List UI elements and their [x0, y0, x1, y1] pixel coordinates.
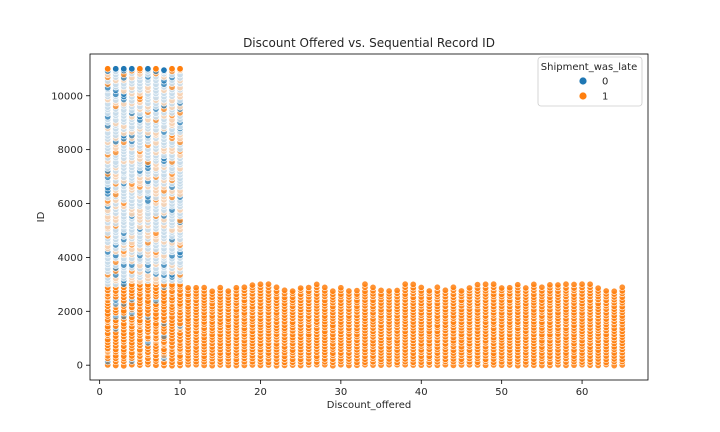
y-tick-label: 10000: [51, 91, 83, 102]
point-series-1: [200, 284, 208, 292]
legend-box: [537, 56, 643, 107]
point-series-1: [224, 287, 232, 295]
point-series-1: [522, 284, 530, 292]
point-series-1: [353, 287, 361, 295]
point-series-1: [602, 287, 610, 295]
point-series-1: [184, 284, 192, 292]
x-tick-label: 20: [254, 387, 267, 398]
x-tick-label: 0: [96, 387, 102, 398]
point-series-1: [289, 287, 297, 295]
point-series-1: [361, 280, 369, 288]
point-series-1: [385, 287, 393, 295]
point-series-1: [514, 281, 522, 289]
data-points: [104, 65, 626, 370]
point-series-1: [498, 284, 506, 292]
point-series-1: [136, 65, 144, 73]
legend-label-0: 0: [602, 77, 608, 88]
x-tick-label: 30: [334, 387, 347, 398]
point-series-1: [192, 284, 200, 292]
point-series-1: [546, 281, 554, 289]
x-axis-label: Discount_offered: [327, 400, 411, 411]
point-series-1: [441, 286, 449, 294]
point-series-1: [152, 65, 160, 73]
point-series-1: [321, 283, 329, 291]
x-tick-label: 60: [576, 387, 589, 398]
point-series-1: [409, 280, 417, 288]
legend: Shipment_was_late 0 1: [537, 56, 643, 107]
point-series-1: [393, 287, 401, 295]
legend-label-1: 1: [602, 92, 608, 103]
legend-marker-0: [578, 76, 588, 86]
point-series-0: [128, 65, 136, 73]
point-series-0: [160, 66, 168, 74]
point-series-1: [530, 280, 538, 288]
y-axis-label: ID: [36, 211, 47, 222]
point-series-1: [104, 65, 112, 73]
point-series-1: [377, 286, 385, 294]
point-series-1: [490, 280, 498, 288]
point-series-1: [369, 283, 377, 291]
point-series-1: [273, 283, 281, 291]
x-tick-label: 50: [495, 387, 508, 398]
point-series-1: [562, 280, 570, 288]
point-series-1: [176, 65, 184, 73]
point-series-1: [208, 287, 216, 295]
point-series-1: [506, 284, 514, 292]
point-series-1: [281, 286, 289, 294]
point-series-1: [482, 280, 490, 288]
point-series-1: [474, 281, 482, 289]
point-series-1: [433, 283, 441, 291]
point-series-1: [313, 280, 321, 288]
point-series-1: [570, 280, 578, 288]
point-series-1: [610, 287, 618, 295]
point-series-1: [232, 284, 240, 292]
y-tick-label: 8000: [58, 145, 83, 156]
point-series-1: [345, 287, 353, 295]
x-tick-label: 40: [415, 387, 428, 398]
point-series-1: [457, 287, 465, 295]
x-axis-ticks: 0 10 20 30 40 50 60: [96, 380, 588, 398]
y-tick-label: 4000: [58, 253, 83, 264]
legend-title: Shipment_was_late: [541, 62, 637, 73]
point-series-1: [329, 287, 337, 295]
point-series-1: [618, 283, 626, 291]
chart-title: Discount Offered vs. Sequential Record I…: [243, 36, 495, 50]
point-series-1: [401, 280, 409, 288]
point-series-1: [425, 287, 433, 295]
legend-marker-1: [578, 91, 588, 101]
y-tick-label: 2000: [58, 307, 83, 318]
point-series-1: [538, 283, 546, 291]
point-series-1: [586, 280, 594, 288]
point-series-0: [112, 65, 120, 73]
x-tick-label: 10: [174, 387, 187, 398]
point-series-1: [248, 281, 256, 289]
point-series-1: [578, 280, 586, 288]
point-series-0: [120, 65, 128, 73]
y-tick-label: 0: [77, 361, 83, 372]
y-axis-ticks: 0 2000 4000 6000 8000 10000: [51, 91, 90, 372]
point-series-1: [216, 284, 224, 292]
point-series-1: [554, 281, 562, 289]
point-series-1: [305, 284, 313, 292]
point-series-1: [594, 284, 602, 292]
point-series-1: [297, 284, 305, 292]
point-series-1: [337, 284, 345, 292]
point-series-1: [449, 283, 457, 291]
plot-area-frame: [89, 53, 649, 381]
y-tick-label: 6000: [58, 199, 83, 210]
point-series-1: [240, 283, 248, 291]
point-series-1: [264, 280, 272, 288]
point-series-1: [417, 283, 425, 291]
point-series-1: [256, 280, 264, 288]
point-series-0: [144, 65, 152, 73]
point-series-1: [465, 284, 473, 292]
point-series-1: [168, 65, 176, 73]
